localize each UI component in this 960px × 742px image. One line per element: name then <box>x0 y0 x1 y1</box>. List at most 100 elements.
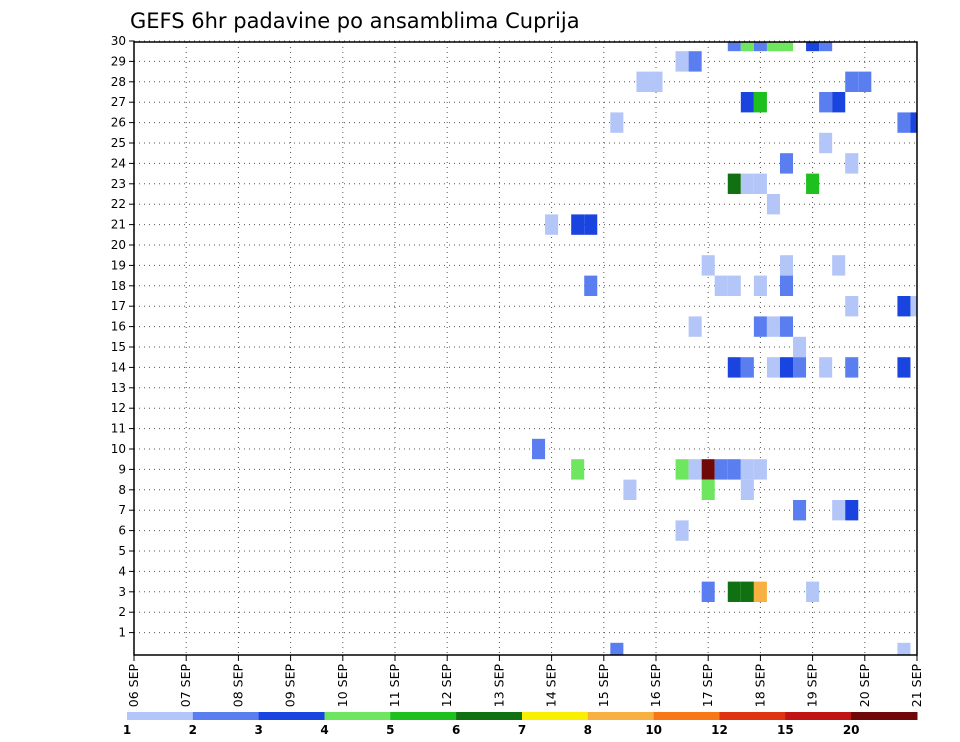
precip-cell <box>793 357 807 378</box>
precip-cell <box>793 500 807 521</box>
precip-cell <box>819 42 833 52</box>
precip-cell <box>897 357 911 378</box>
y-tick-label: 21 <box>111 218 126 232</box>
colorbar-segment <box>719 712 786 720</box>
precip-cell <box>727 581 741 602</box>
precip-cell <box>623 479 637 500</box>
x-tick-label: 21 SEP <box>909 664 924 708</box>
y-tick-label: 9 <box>118 462 126 476</box>
precip-cell <box>753 581 767 602</box>
precip-cell <box>897 112 911 133</box>
colorbar-label: 10 <box>645 723 662 737</box>
precip-cell <box>897 296 911 317</box>
precip-cell <box>806 173 820 194</box>
x-tick-label: 15 SEP <box>596 664 611 708</box>
precip-cell <box>688 51 702 72</box>
y-tick-label: 12 <box>111 401 126 415</box>
precip-cell <box>910 296 917 317</box>
colorbar-label: 6 <box>452 723 460 737</box>
y-tick-label: 15 <box>111 340 126 354</box>
x-tick-label: 16 SEP <box>648 664 663 708</box>
y-tick-label: 26 <box>111 116 126 130</box>
precip-cell <box>753 275 767 296</box>
precip-cell <box>701 581 715 602</box>
precip-cell <box>753 459 767 480</box>
y-tick-label: 25 <box>111 136 126 150</box>
x-tick-label: 13 SEP <box>491 664 506 708</box>
x-tick-label: 06 SEP <box>126 664 141 708</box>
colorbar-label: 15 <box>777 723 794 737</box>
x-tick-label: 17 SEP <box>700 664 715 708</box>
precip-cell <box>701 459 715 480</box>
precip-cell <box>714 275 728 296</box>
precip-cell <box>584 275 598 296</box>
precip-cell <box>740 357 754 378</box>
y-tick-label: 28 <box>111 75 126 89</box>
precip-cell <box>779 275 794 296</box>
precip-cell <box>779 42 794 52</box>
precip-cell <box>779 316 794 337</box>
y-tick-label: 1 <box>118 626 126 640</box>
precip-cell <box>714 459 728 480</box>
y-tick-label: 13 <box>111 381 126 395</box>
colorbar-segment <box>456 712 523 720</box>
precip-cell <box>806 42 820 52</box>
colorbar-label: 12 <box>711 723 728 737</box>
colorbar-segment <box>653 712 720 720</box>
precip-cell <box>584 214 598 235</box>
colorbar: 1 2 3 4 5 6 7 8 10 12 15 20 <box>123 712 918 737</box>
precip-cell <box>649 71 663 92</box>
precip-cell <box>779 153 794 174</box>
y-tick-label: 14 <box>111 360 126 374</box>
colorbar-label: 5 <box>386 723 394 737</box>
precip-cell <box>766 316 780 337</box>
precip-cell <box>740 479 754 500</box>
precip-cell <box>675 459 689 480</box>
colorbar-label: 2 <box>189 723 197 737</box>
colorbar-label: 1 <box>123 723 131 737</box>
plot-frame <box>133 41 918 656</box>
precip-cell <box>688 459 702 480</box>
precip-cell <box>845 153 859 174</box>
precip-cell <box>571 459 585 480</box>
y-tick-label: 30 <box>111 34 126 48</box>
precip-cell <box>740 173 754 194</box>
colorbar-segment <box>522 712 589 720</box>
colorbar-segment <box>390 712 457 720</box>
y-tick-label: 18 <box>111 279 126 293</box>
y-tick-label: 4 <box>118 564 126 578</box>
precip-cell <box>858 71 872 92</box>
y-tick-label: 11 <box>111 422 126 436</box>
y-tick-label: 24 <box>111 156 126 170</box>
y-tick-label: 6 <box>118 524 126 538</box>
colorbar-label: 4 <box>320 723 328 737</box>
precip-cell <box>753 316 767 337</box>
colorbar-label: 7 <box>518 723 526 737</box>
precip-cell <box>910 112 917 133</box>
x-tick-label: 12 SEP <box>439 664 454 708</box>
x-tick-label: 11 SEP <box>387 664 402 708</box>
precip-cell <box>727 357 741 378</box>
precip-cell <box>793 336 807 358</box>
precip-cell <box>766 357 780 378</box>
colorbar-label: 3 <box>254 723 262 737</box>
precip-cells <box>532 42 917 655</box>
precip-cell <box>832 255 846 276</box>
y-tick-label: 23 <box>111 177 126 191</box>
colorbar-segment <box>587 712 655 720</box>
x-tick-label: 08 SEP <box>230 664 245 708</box>
precip-cell <box>845 357 859 378</box>
precip-cell <box>688 316 702 337</box>
precip-cell <box>819 92 833 113</box>
precip-cell <box>701 255 715 276</box>
precip-cell <box>675 520 689 541</box>
y-tick-label: 22 <box>111 197 126 211</box>
precip-cell <box>779 255 794 276</box>
y-tick-label: 16 <box>111 320 126 334</box>
colorbar-label: 8 <box>584 723 592 737</box>
y-tick-label: 19 <box>111 258 126 272</box>
y-tick-label: 3 <box>118 585 126 599</box>
x-tick-label: 18 SEP <box>752 664 767 708</box>
y-tick-label: 2 <box>118 605 126 619</box>
